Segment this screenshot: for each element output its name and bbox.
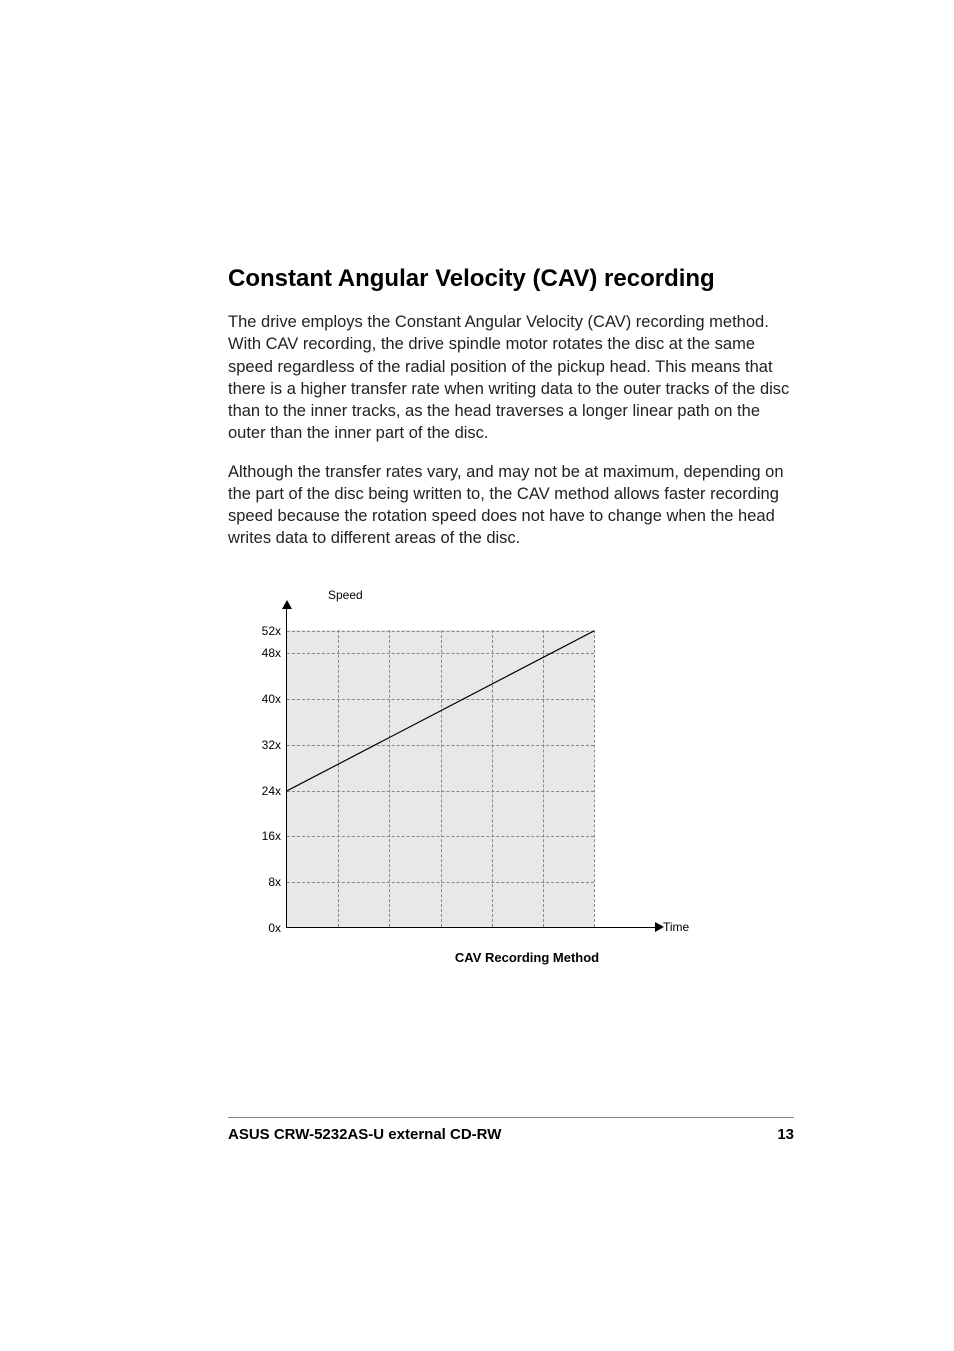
v-gridline: [338, 630, 339, 927]
x-axis-label: Time: [663, 920, 689, 934]
y-axis-arrow-icon: [282, 600, 292, 609]
y-tick-label: 48x: [262, 646, 281, 660]
page-heading: Constant Angular Velocity (CAV) recordin…: [228, 265, 794, 293]
v-gridline: [594, 630, 595, 927]
paragraph-2: Although the transfer rates vary, and ma…: [228, 461, 794, 550]
v-gridline: [492, 630, 493, 927]
cav-chart: Speed 52x48x40x32x24x16x8x0xTime CAV Rec…: [286, 608, 726, 965]
y-axis-label: Speed: [328, 588, 363, 602]
paragraph-1: The drive employs the Constant Angular V…: [228, 311, 794, 445]
v-gridline: [441, 630, 442, 927]
chart-plot-area: 52x48x40x32x24x16x8x0xTime: [286, 608, 656, 928]
footer-product-name: ASUS CRW-5232AS-U external CD-RW: [228, 1126, 501, 1143]
y-tick-label: 24x: [262, 784, 281, 798]
y-tick-label: 16x: [262, 829, 281, 843]
page-footer: ASUS CRW-5232AS-U external CD-RW 13: [228, 1117, 794, 1143]
y-tick-label: 32x: [262, 738, 281, 752]
chart-caption: CAV Recording Method: [328, 950, 726, 965]
v-gridline: [543, 630, 544, 927]
y-tick-label: 40x: [262, 692, 281, 706]
y-tick-label: 8x: [268, 875, 281, 889]
v-gridline: [389, 630, 390, 927]
y-tick-label: 52x: [262, 624, 281, 638]
y-tick-label: 0x: [268, 921, 281, 935]
footer-page-number: 13: [777, 1126, 794, 1143]
